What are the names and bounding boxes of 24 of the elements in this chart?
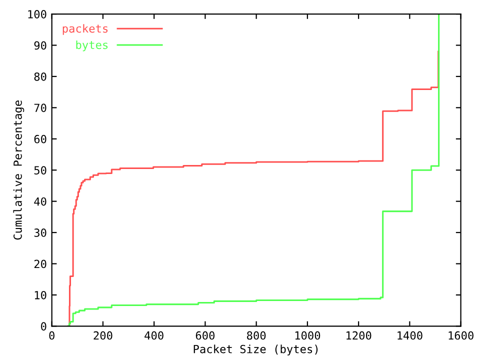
y-tick-label: 30 [34,228,46,237]
y-tick-label: 20 [34,260,46,268]
x-tick-label: 1400 [398,331,422,340]
y-tick-label: 60 [34,134,46,144]
y-tick-label: 40 [34,197,46,206]
x-axis-title: Packet Size (bytes) [194,344,318,356]
x-tick-label: 200 [94,331,112,340]
x-tick-label: 0 [49,331,54,340]
y-tick-label: 0 [41,322,46,331]
x-tick-label: 1600 [448,331,474,340]
x-tick-label: 600 [196,331,215,340]
y-tick-label: 50 [34,166,46,175]
legend-label: bytes [76,40,108,52]
x-tick-label: 1200 [346,331,372,340]
x-tick-label: 800 [246,331,266,340]
x-tick-label: 1000 [295,331,320,340]
legend-label: packets [62,24,108,35]
y-tick-label: 70 [34,104,46,112]
y-tick-label: 10 [34,290,46,300]
x-tick-label: 400 [144,331,164,340]
y-tick-label: 100 [28,10,46,18]
y-tick-label: 80 [34,72,46,81]
y-tick-label: 90 [34,41,46,50]
y-axis-title: Cumulative Percentage [13,100,24,240]
